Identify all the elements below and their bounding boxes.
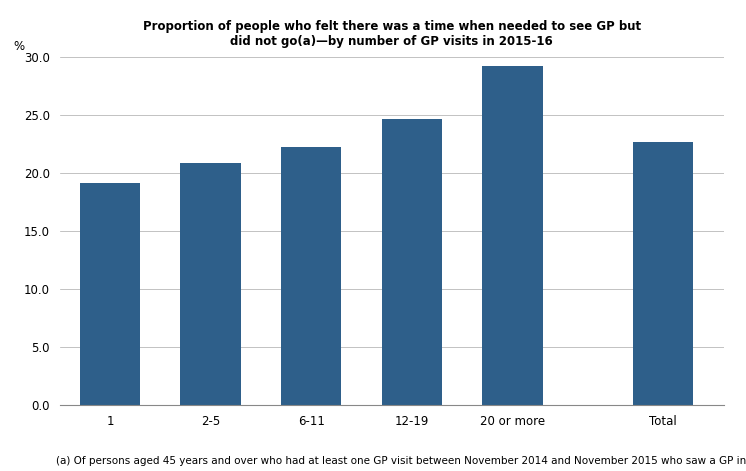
Bar	[80, 183, 140, 405]
Bar	[633, 143, 694, 405]
Title: Proportion of people who felt there was a time when needed to see GP but
did not: Proportion of people who felt there was …	[142, 20, 641, 49]
Text: %: %	[13, 40, 25, 53]
Bar	[181, 163, 241, 405]
Bar	[281, 147, 342, 405]
Bar	[482, 66, 542, 405]
Bar	[382, 119, 442, 405]
Text: (a) Of persons aged 45 years and over who had at least one GP visit between Nove: (a) Of persons aged 45 years and over wh…	[56, 456, 746, 466]
